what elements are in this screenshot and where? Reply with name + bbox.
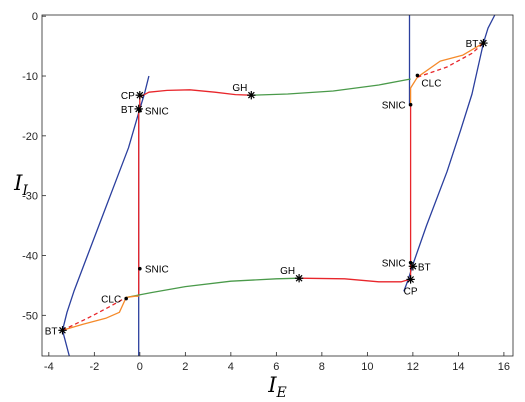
x-tick-label: 0 [137,361,143,373]
point-label-cp: CP [121,91,135,102]
x-axis-label: IE [267,373,287,401]
bifurcation-dot-marker [408,102,413,107]
x-tick-label: 2 [182,361,188,373]
curve-red_dashed-14 [62,296,127,331]
bifurcation-dot-marker [138,108,142,113]
x-tick-label: 4 [228,361,234,373]
point-label-bt: BT [466,39,479,50]
point-label-cp: CP [404,286,418,297]
x-tick-label: 16 [498,361,510,373]
x-tick-label: 8 [319,361,325,373]
curve-red_dashed-9 [417,42,484,78]
curve-red-11 [299,277,410,283]
star-stroke [135,105,143,113]
bifurcation-star-marker [408,262,418,271]
y-tick-label: -30 [22,191,38,203]
point-label-clc: CLC [101,295,121,306]
x-axis-label-main: I [267,373,277,397]
x-axis-label-sub: E [276,385,287,401]
star-stroke [407,276,415,283]
point-label-snic: SNIC [382,101,406,112]
bifurcation-dot-marker [138,266,142,271]
y-axis-label-main: I [13,171,23,195]
star-stroke [480,39,487,47]
curve-green-10 [126,277,300,299]
x-tick-label: 6 [273,361,279,373]
star-stroke [136,91,144,99]
point-label-clc: CLC [421,78,441,89]
x-tick-label: -4 [44,361,54,373]
y-tick-label: -40 [22,250,38,262]
curve-blue-0 [61,75,150,357]
star-stroke [247,91,255,99]
y-axis-label: II [13,171,28,199]
point-label-snic: SNIC [145,265,169,276]
bifurcation-star-marker [294,274,304,283]
x-tick-label: -2 [89,361,99,373]
bifurcation-star-marker [479,38,488,48]
y-tick-label: 0 [32,11,38,23]
y-tick-label: -50 [22,310,38,322]
star-stroke [409,262,417,270]
curve-layer [61,14,496,357]
bifurcation-dot-marker [124,296,128,301]
point-label-bt: BT [121,105,134,116]
bifurcation-star-marker [58,326,67,335]
axes-box [41,14,514,357]
tick-layer: -4 -2 0 2 4 6 8 10 12 14 160-10-20-30-40-50 [22,11,510,373]
x-tick-label: 14 [452,361,464,373]
y-tick-label: -20 [22,131,38,143]
bifurcation-star-marker [247,91,256,100]
star-stroke [295,274,303,282]
curve-orange-8 [409,42,484,106]
point-label-gh: GH [232,83,247,94]
curve-orange-13 [62,295,139,331]
point-label-bt: BT [45,326,58,337]
curve-blue-1 [403,14,496,292]
star-stroke [59,326,66,334]
marker-layer: CP BT SNIC GH CLC BT SNIC SNIC GH SNIC BT CP CLC BT [45,38,488,337]
point-label-gh: GH [280,266,295,277]
point-label-bt: BT [418,262,431,273]
bifurcation-star-marker [135,91,144,100]
point-label-snic: SNIC [145,107,169,118]
y-axis-label-sub: I [21,183,28,199]
x-tick-label: 12 [407,361,419,373]
curve-green-7 [251,78,411,96]
point-label-snic: SNIC [382,259,406,270]
bifurcation-star-marker [406,275,415,284]
y-tick-label: -10 [22,71,38,83]
x-tick-label: 10 [361,361,373,373]
bifurcation-dot-marker [415,73,420,78]
